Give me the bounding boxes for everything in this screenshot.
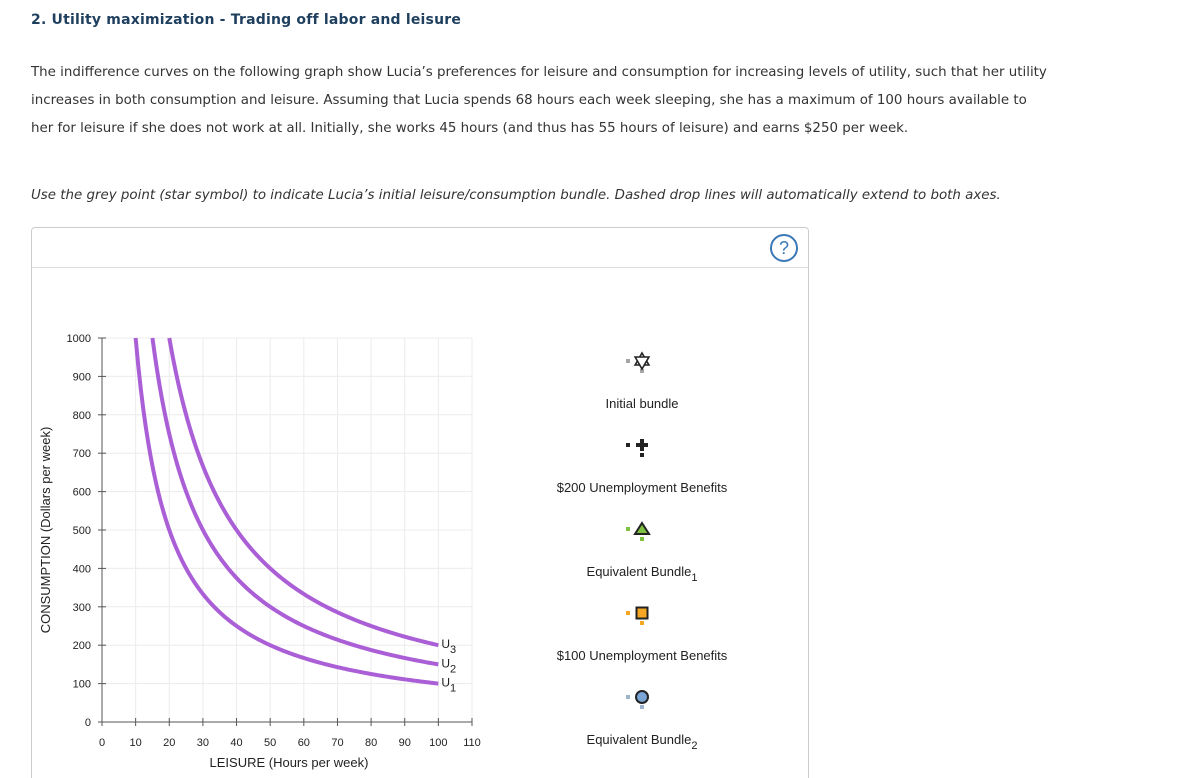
star-icon[interactable] [633,351,651,371]
square-icon[interactable] [635,606,649,620]
paragraph-line: her for leisure if she does not work at … [31,121,909,136]
palette-item-benefit100[interactable]: $100 Unemployment Benefits [557,606,728,664]
y-tick-label: 500 [73,525,91,537]
indifference-curve-u1 [133,337,439,686]
palette-item-benefit200[interactable]: $200 Unemployment Benefits [557,439,728,495]
drop-line-stub [626,359,630,363]
x-tick-label: 30 [197,737,209,749]
question-title: 2. Utility maximization - Trading off la… [31,12,462,28]
y-tick-label: 800 [73,410,91,422]
indifference-curve-u2 [150,337,439,667]
y-tick-label: 1000 [67,333,91,345]
triangle-icon[interactable] [633,521,651,535]
paragraph-line: increases in both consumption and leisur… [31,93,1027,108]
drop-line-stub [640,621,644,625]
y-tick-label: 400 [73,563,91,575]
palette-item-equiv2[interactable]: Equivalent Bundle2 [587,690,698,752]
drop-line-stub [640,453,644,457]
x-tick-label: 90 [399,737,411,749]
drop-line-stub [626,443,630,447]
drop-line-stub [626,527,630,531]
indifference-graph: 0 10 20 30 40 50 60 70 80 90 100 110 0 100 200 300 400 50… [38,333,728,770]
question-paragraph: The indifference curves on the following… [31,59,1151,143]
drop-line-stub [640,705,644,709]
y-tick-label: 300 [73,602,91,614]
graph-panel: ? 0 10 20 30 40 50 60 70 80 90 100 110 0 100 200 300 400… [31,227,809,778]
y-tick-label: 900 [73,371,91,383]
x-tick-label: 20 [163,737,175,749]
x-axis-title: LEISURE (Hours per week) [210,755,369,770]
x-tick-label: 70 [331,737,343,749]
palette-label: Equivalent Bundle1 [587,564,698,584]
y-tick-label: 200 [73,640,91,652]
chart-grid [102,337,473,722]
x-tick-label: 0 [99,737,105,749]
indifference-curve-u3 [167,337,439,648]
x-tick-label: 100 [429,737,447,749]
curve-label: U2 [441,656,456,675]
y-tick-label: 600 [73,487,91,499]
palette-item-initial[interactable]: Initial bundle [606,351,679,411]
x-tick-label: 50 [264,737,276,749]
instruction-text: Use the grey point (star symbol) to indi… [31,188,1001,203]
y-tick-label: 0 [85,717,91,729]
circle-icon[interactable] [635,690,649,704]
x-tick-label: 40 [230,737,242,749]
y-axis-title: CONSUMPTION (Dollars per week) [38,427,53,634]
drop-line-stub [626,611,630,615]
curve-label: U3 [441,637,456,656]
y-tick-label: 100 [73,679,91,691]
y-tick-label: 700 [73,448,91,460]
x-tick-label: 110 [463,737,481,749]
x-tick-label: 60 [298,737,310,749]
curve-label: U1 [441,676,456,695]
question-mark-icon: ? [778,238,789,258]
drop-line-stub [640,537,644,541]
plus-icon[interactable] [636,439,648,451]
x-tick-label: 80 [365,737,377,749]
palette-label: Initial bundle [606,396,679,411]
help-button[interactable]: ? [770,234,798,262]
palette-label: $200 Unemployment Benefits [557,480,728,495]
drop-line-stub [626,695,630,699]
palette-item-equiv1[interactable]: Equivalent Bundle1 [587,521,698,584]
paragraph-line: The indifference curves on the following… [31,65,1047,80]
x-tick-label: 10 [130,737,142,749]
palette-label: Equivalent Bundle2 [587,732,698,752]
palette-label: $100 Unemployment Benefits [557,648,728,663]
drop-line-stub [640,369,644,373]
panel-header: ? [32,228,808,268]
